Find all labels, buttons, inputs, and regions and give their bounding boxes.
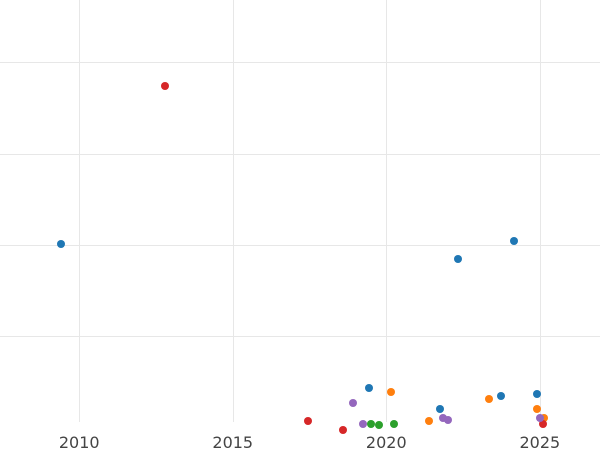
x-tick-label-2025: 2025 (519, 433, 561, 450)
data-point-red (161, 81, 170, 90)
data-point-purple (535, 413, 544, 422)
data-point-blue (365, 383, 374, 392)
x-tick-label-2020: 2020 (365, 433, 407, 450)
data-point-orange (425, 416, 434, 425)
data-point-purple (439, 414, 448, 422)
data-point-green (389, 420, 398, 429)
data-point-purple (359, 420, 368, 428)
data-point-red (303, 417, 312, 426)
x-tick-label-2015: 2015 (212, 433, 254, 450)
data-point-blue (497, 392, 506, 400)
x-tick-label-2010: 2010 (58, 433, 100, 450)
data-point-blue (436, 405, 445, 414)
vertical-gridline (232, 0, 234, 422)
data-point-orange (485, 395, 494, 404)
data-point-blue (454, 255, 463, 263)
data-point-blue (509, 237, 518, 245)
vertical-gridline (386, 0, 388, 422)
data-point-green (374, 421, 383, 429)
vertical-gridline (79, 0, 81, 422)
horizontal-gridline (0, 61, 600, 63)
data-point-orange (532, 404, 541, 413)
vertical-gridline (539, 0, 541, 422)
data-point-orange (386, 387, 395, 396)
horizontal-gridline (0, 245, 600, 246)
data-point-orange (540, 413, 549, 422)
data-point-blue (532, 390, 541, 398)
data-point-blue (56, 240, 65, 249)
horizontal-gridline (0, 335, 600, 337)
data-point-purple (348, 399, 357, 407)
data-point-green (366, 420, 375, 428)
data-point-red (339, 425, 348, 434)
data-point-red (538, 420, 547, 428)
horizontal-gridline (0, 153, 600, 155)
data-point-purple (443, 415, 452, 424)
